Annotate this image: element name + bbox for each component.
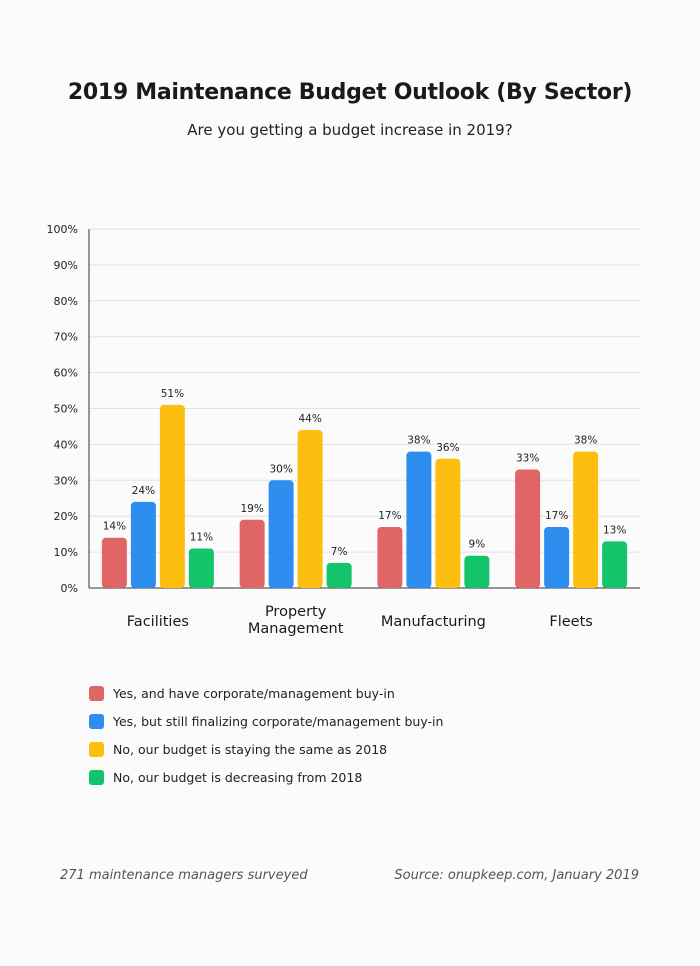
survey-note: 271 maintenance managers surveyed (60, 868, 308, 883)
data-label: 9% (469, 539, 486, 551)
bar (268, 480, 294, 588)
data-label: 7% (331, 546, 348, 558)
legend-label: No, our budget is decreasing from 2018 (113, 769, 363, 785)
y-tick-label: 40% (54, 438, 78, 451)
data-label: 24% (132, 485, 155, 497)
data-label: 11% (190, 532, 213, 544)
data-label: 17% (378, 510, 401, 522)
source-note: Source: onupkeep.com, January 2019 (394, 868, 639, 883)
data-label: 13% (603, 524, 626, 536)
legend-label: No, our budget is staying the same as 20… (113, 741, 388, 757)
legend-item: No, our budget is decreasing from 2018 (89, 768, 443, 786)
data-label: 44% (298, 413, 321, 425)
bar (515, 469, 541, 588)
bar (573, 451, 599, 588)
legend-label: Yes, but still finalizing corporate/mana… (113, 713, 444, 729)
legend-label: Yes, and have corporate/management buy-i… (113, 685, 395, 701)
data-label: 14% (103, 521, 126, 533)
legend-item: No, our budget is staying the same as 20… (89, 740, 443, 758)
x-category-label: Management (248, 621, 344, 637)
y-tick-label: 100% (47, 223, 78, 236)
legend-swatch-green (89, 769, 104, 785)
data-label: 30% (269, 463, 292, 475)
bar (377, 526, 403, 588)
legend-item: Yes, and have corporate/management buy-i… (89, 684, 443, 702)
y-tick-label: 90% (54, 259, 78, 272)
data-label: 33% (516, 453, 539, 465)
legend-swatch-blue (89, 713, 104, 729)
bar (101, 537, 127, 588)
y-tick-label: 50% (54, 403, 78, 416)
y-tick-label: 0% (61, 582, 78, 595)
legend-item: Yes, but still finalizing corporate/mana… (89, 712, 443, 730)
bar (188, 548, 214, 588)
y-tick-label: 60% (54, 367, 78, 380)
data-label: 36% (436, 442, 459, 454)
legend-swatch-yellow (89, 741, 104, 757)
y-tick-label: 30% (54, 474, 78, 487)
x-category-label: Fleets (549, 614, 592, 630)
x-category-label: Property (265, 604, 327, 620)
data-label: 38% (574, 435, 597, 447)
bar (464, 555, 490, 588)
bar (130, 501, 156, 588)
bar (602, 541, 628, 588)
data-label: 17% (545, 510, 568, 522)
bar (435, 458, 461, 588)
x-category-label: Facilities (127, 614, 189, 630)
grouped-bar-chart: 0% 10% 20% 30% 40% 50% 60% 70% 80% 90% 100% 14% 24% 5… (47, 223, 640, 637)
y-tick-label: 70% (54, 331, 78, 344)
x-category-label: Manufacturing (381, 614, 486, 630)
bar (239, 519, 265, 588)
data-label: 19% (240, 503, 263, 515)
bar (544, 526, 570, 588)
chart-legend: Yes, and have corporate/management buy-i… (89, 684, 443, 796)
y-tick-label: 20% (54, 510, 78, 523)
bar (297, 430, 323, 588)
data-label: 38% (407, 435, 430, 447)
chart-title: 2019 Maintenance Budget Outlook (By Sect… (67, 80, 633, 105)
y-tick-label: 10% (54, 546, 78, 559)
bar (326, 562, 352, 588)
data-label: 51% (161, 388, 184, 400)
chart-subtitle: Are you getting a budget increase in 201… (187, 121, 513, 139)
legend-swatch-red (89, 685, 104, 701)
bar (159, 404, 185, 588)
y-tick-label: 80% (54, 295, 78, 308)
bar (406, 451, 432, 588)
